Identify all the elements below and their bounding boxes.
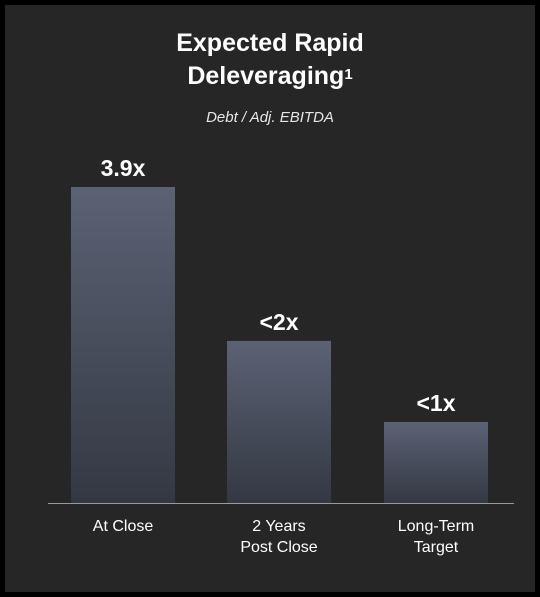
bar-1 (71, 187, 175, 503)
category-label-3: Long-Term Target (356, 516, 516, 558)
title-line-2: Deleveraging (187, 62, 345, 90)
chart-subtitle: Debt / Adj. EBITDA (206, 109, 334, 126)
category-label-line: 2 Years (252, 518, 306, 535)
data-label-2: <2x (259, 309, 298, 335)
category-label-line: Post Close (240, 539, 318, 556)
title-line-1: Expected Rapid (176, 29, 364, 57)
bar-3 (384, 421, 488, 503)
category-label-line: Target (413, 539, 459, 556)
category-label-line: At Close (92, 518, 154, 535)
data-label-1: 3.9x (101, 155, 146, 181)
chart-title: Expected Rapid Deleveraging1 (0, 27, 540, 93)
category-label-2: 2 Years Post Close (199, 516, 359, 558)
category-label-1: At Close (43, 516, 203, 537)
bar-2 (227, 340, 331, 503)
category-label-line: Long-Term (397, 518, 475, 535)
title-footnote-marker: 1 (344, 66, 353, 83)
data-label-3: <1x (416, 390, 455, 416)
